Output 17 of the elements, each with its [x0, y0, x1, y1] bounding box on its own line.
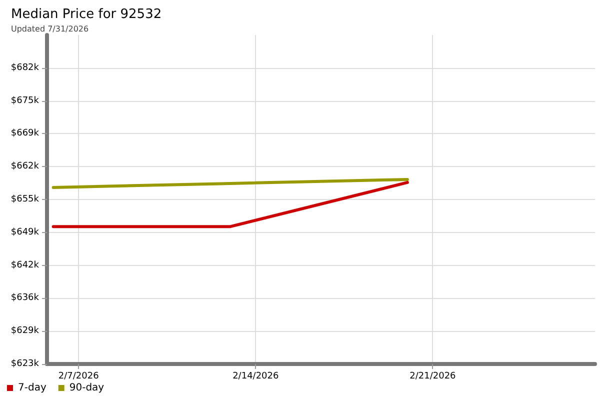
y-tick-label: $669k — [10, 128, 40, 139]
y-tick-label: $682k — [10, 62, 40, 73]
y-tick-label: $642k — [10, 260, 40, 270]
x-tick-label: 2/7/2026 — [58, 372, 100, 382]
y-tick-label: $655k — [10, 194, 40, 204]
x-tick-label: 2/21/2026 — [410, 372, 456, 382]
x-tick-label: 2/14/2026 — [232, 372, 280, 382]
chart-title: Median Price for 92532 — [11, 7, 162, 22]
legend-label: 90-day — [69, 382, 104, 394]
y-tick-label: $636k — [10, 293, 40, 304]
y-tick-label: $629k — [10, 326, 40, 336]
y-tick-label: $675k — [10, 96, 40, 106]
y-tick-label: $623k — [10, 359, 40, 369]
chart-subtitle: Updated 7/31/2026 — [11, 24, 89, 34]
legend-label: 7-day — [18, 382, 46, 394]
y-tick-label: $649k — [10, 227, 40, 238]
y-tick-label: $662k — [10, 162, 40, 172]
